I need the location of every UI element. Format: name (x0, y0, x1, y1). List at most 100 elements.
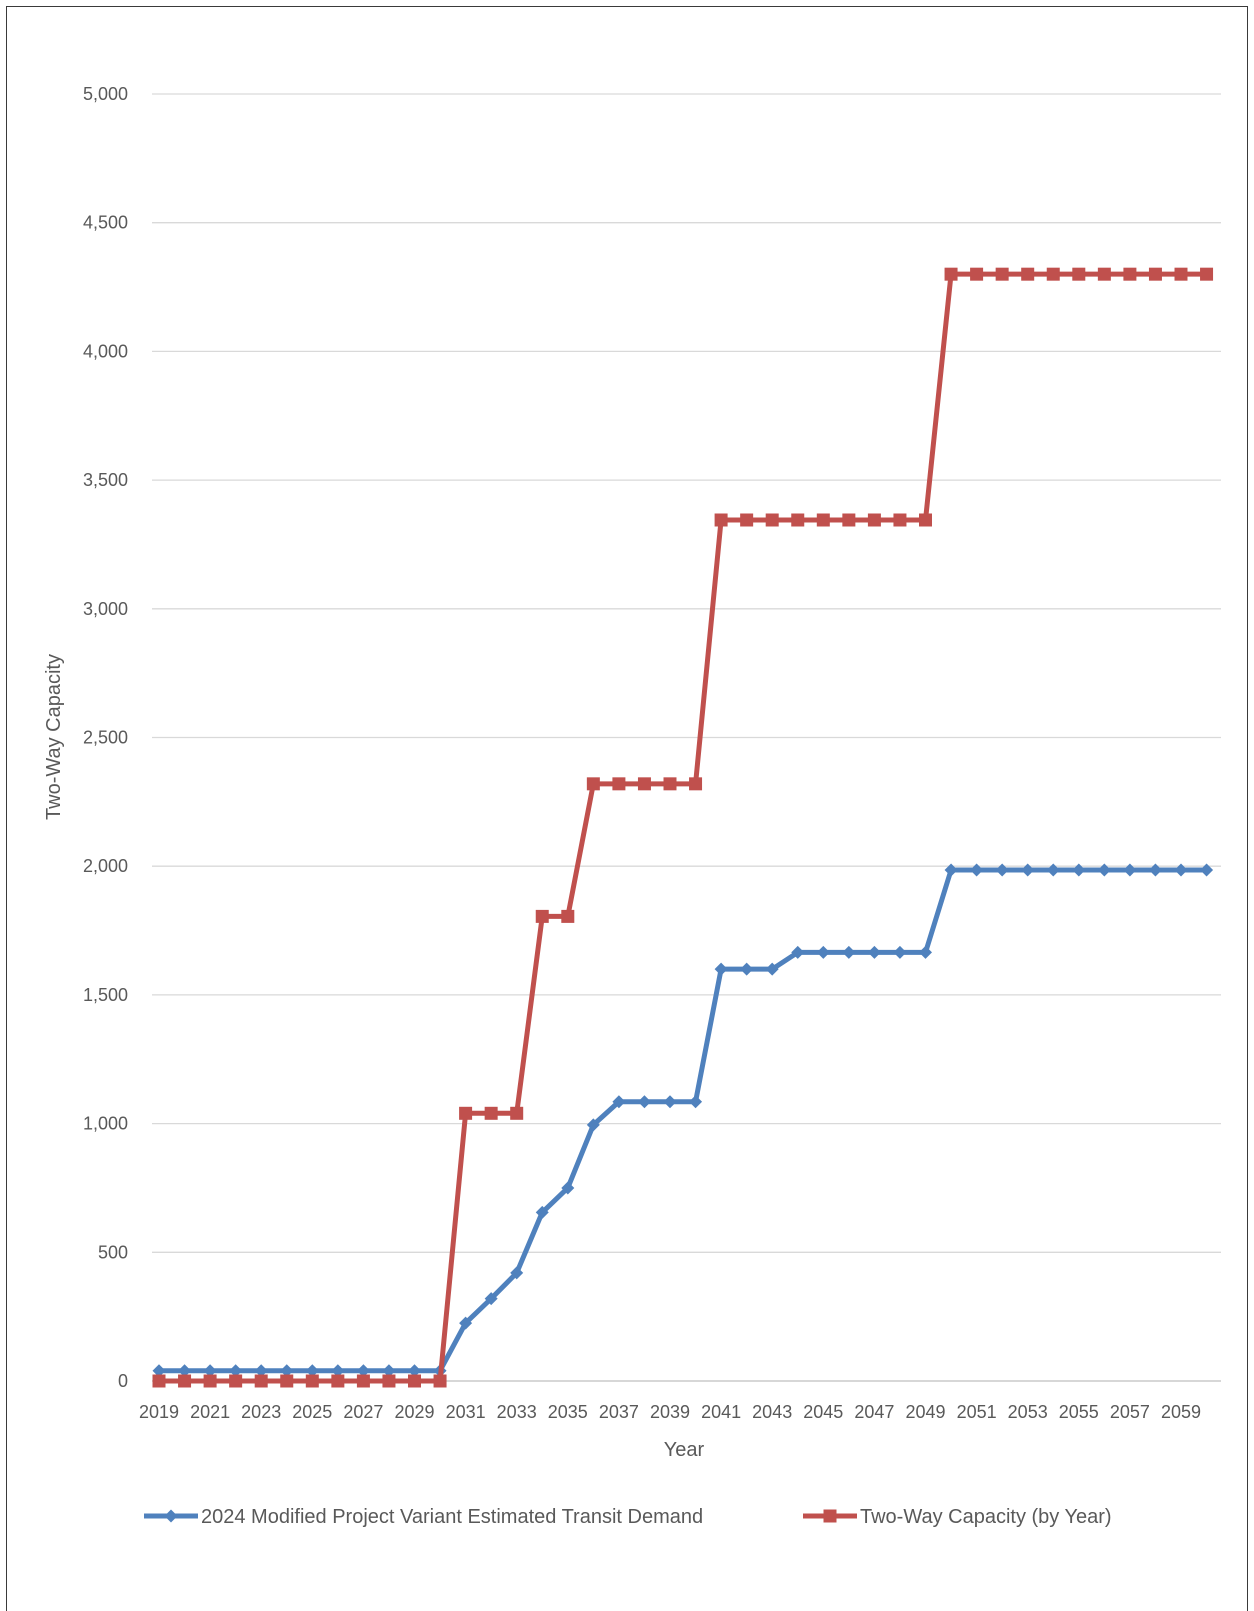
data-point (356, 1364, 370, 1378)
data-point (1174, 863, 1188, 877)
x-tick-label: 2025 (292, 1402, 332, 1422)
data-point (382, 1374, 396, 1388)
data-point (1021, 267, 1035, 281)
x-tick-label: 2029 (394, 1402, 434, 1422)
data-point (1046, 267, 1060, 281)
data-point (510, 1266, 524, 1280)
data-point (1046, 863, 1060, 877)
data-point (254, 1364, 268, 1378)
legend-label: Two-Way Capacity (by Year) (860, 1506, 1112, 1528)
data-point (586, 777, 600, 791)
x-tick-label: 2043 (752, 1402, 792, 1422)
legend-marker (164, 1509, 178, 1523)
data-point (178, 1364, 192, 1378)
data-point (944, 863, 958, 877)
data-point (1148, 863, 1162, 877)
data-point (1021, 863, 1035, 877)
data-point (842, 945, 856, 959)
data-point (535, 909, 549, 923)
data-point (995, 267, 1009, 281)
data-point (535, 1205, 549, 1219)
gridlines (152, 93, 1221, 1382)
x-tick-label: 2027 (343, 1402, 383, 1422)
data-point (765, 513, 779, 527)
data-point (561, 1181, 575, 1195)
data-point (280, 1374, 294, 1388)
data-point (484, 1292, 498, 1306)
y-tick-label: 4,000 (83, 341, 128, 361)
data-point (1123, 267, 1137, 281)
x-tick-label: 2057 (1110, 1402, 1150, 1422)
y-tick-label: 4,500 (83, 213, 128, 233)
x-tick-label: 2049 (905, 1402, 945, 1422)
legend: 2024 Modified Project Variant Estimated … (144, 1506, 1112, 1528)
y-tick-label: 1,000 (83, 1114, 128, 1134)
data-point (484, 1106, 498, 1120)
data-point (637, 777, 651, 791)
data-point (893, 945, 907, 959)
series-2 (152, 267, 1214, 1388)
x-axis-title: Year (664, 1439, 705, 1461)
data-point (433, 1374, 447, 1388)
x-tick-label: 2021 (190, 1402, 230, 1422)
data-point (714, 962, 728, 976)
x-tick-label: 2059 (1161, 1402, 1201, 1422)
x-axis-ticks: 2019 2021 2023 2025 2027 2029 2031 2033 2035 2037… (139, 1402, 1201, 1422)
x-tick-label: 2031 (446, 1402, 486, 1422)
data-point (867, 945, 881, 959)
y-tick-label: 3,500 (83, 470, 128, 490)
y-tick-label: 500 (98, 1242, 128, 1262)
data-point (919, 513, 932, 527)
x-tick-label: 2037 (599, 1402, 639, 1422)
data-point (689, 777, 703, 791)
data-point (229, 1374, 243, 1388)
data-point (740, 962, 754, 976)
data-point (561, 909, 575, 923)
data-point (842, 513, 856, 527)
x-tick-label: 2047 (854, 1402, 894, 1422)
data-point (970, 863, 984, 877)
data-point (612, 1095, 626, 1109)
data-point (970, 267, 984, 281)
data-point (765, 962, 779, 976)
series-group (152, 267, 1214, 1388)
y-tick-label: 1,500 (83, 985, 128, 1005)
data-point (459, 1316, 473, 1330)
data-point (867, 513, 881, 527)
x-tick-label: 2033 (497, 1402, 537, 1422)
y-tick-label: 2,500 (83, 728, 128, 748)
x-tick-label: 2051 (957, 1402, 997, 1422)
y-tick-label: 2,000 (83, 856, 128, 876)
data-point (816, 513, 830, 527)
x-tick-label: 2055 (1059, 1402, 1099, 1422)
data-point (1174, 267, 1188, 281)
series-line (159, 271, 1207, 1384)
data-point (816, 945, 830, 959)
data-point (689, 1095, 703, 1109)
data-point (586, 1118, 600, 1132)
y-tick-label: 0 (118, 1371, 128, 1391)
x-tick-label: 2053 (1008, 1402, 1048, 1422)
data-point (1123, 863, 1137, 877)
data-point (1200, 863, 1214, 877)
x-tick-label: 2045 (803, 1402, 843, 1422)
data-point (280, 1364, 294, 1378)
legend-item: Two-Way Capacity (by Year) (803, 1506, 1112, 1528)
data-point (944, 267, 958, 281)
data-point (612, 777, 626, 791)
data-point (791, 945, 805, 959)
data-point (510, 1106, 524, 1120)
y-axis-ticks: 0 500 1,000 1,500 2,000 2,500 3,000 3,500 4,000 4… (83, 84, 128, 1391)
data-point (1097, 267, 1111, 281)
data-point (408, 1374, 421, 1388)
data-point (893, 513, 907, 527)
data-point (714, 513, 728, 527)
data-point (637, 1095, 651, 1109)
chart-frame (6, 6, 1248, 1611)
legend-item: 2024 Modified Project Variant Estimated … (144, 1506, 703, 1528)
x-tick-label: 2023 (241, 1402, 281, 1422)
x-tick-label: 2041 (701, 1402, 741, 1422)
data-point (408, 1364, 421, 1378)
data-point (919, 945, 932, 959)
legend-label: 2024 Modified Project Variant Estimated … (201, 1506, 703, 1528)
